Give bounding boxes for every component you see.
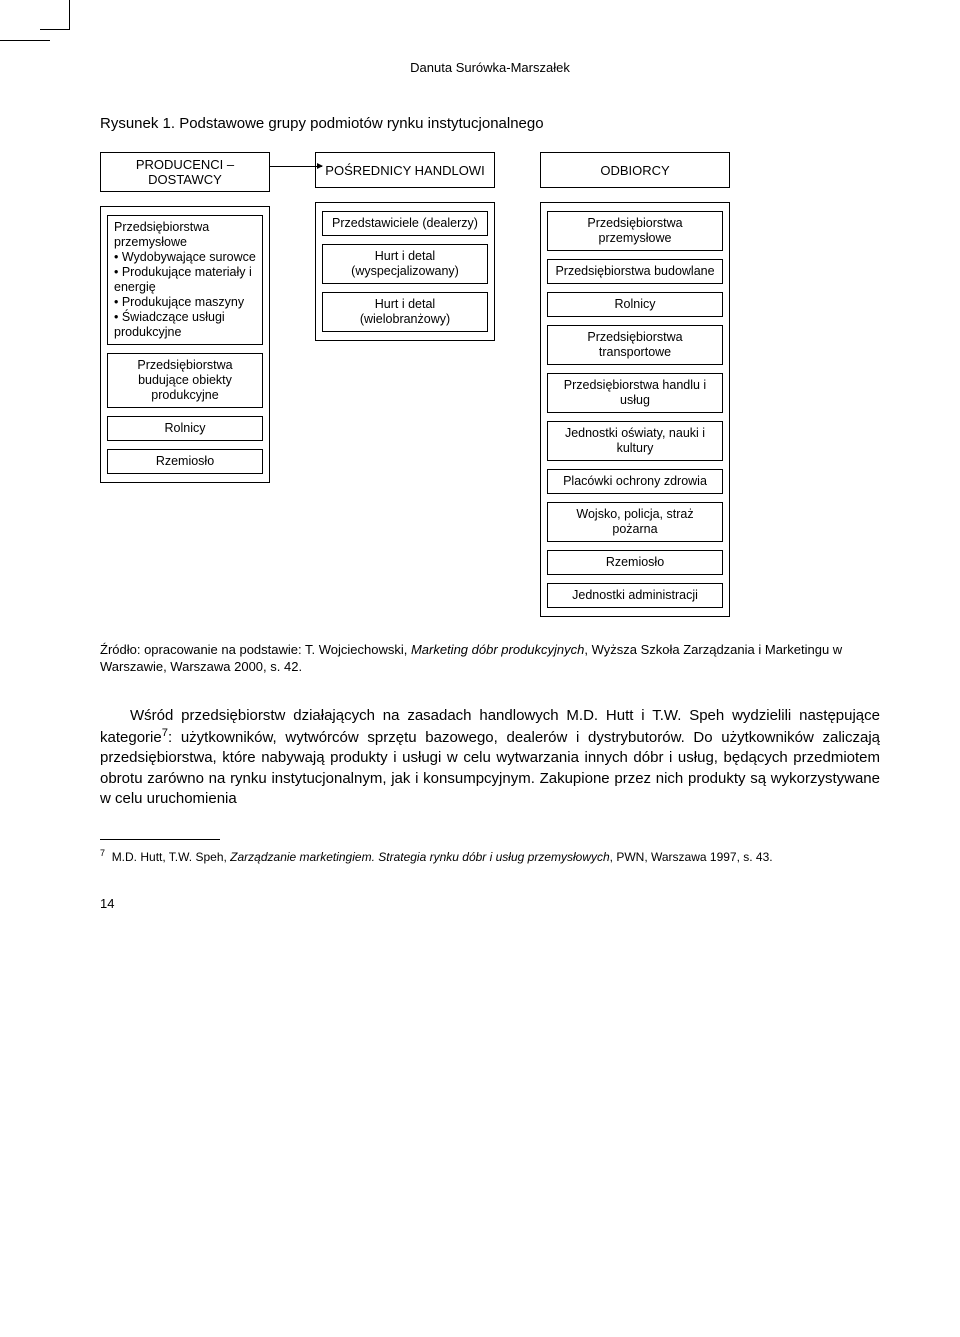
construction-box: Przedsiębiorstwa budujące obiekty produk… bbox=[107, 353, 263, 408]
dealers-box: Przedstawiciele (dealerzy) bbox=[322, 211, 488, 236]
recipient-box: Jednostki administracji bbox=[547, 583, 723, 608]
recipient-box: Rzemiosło bbox=[547, 550, 723, 575]
recipients-column: ODBIORCY Przedsiębiorstwa przemysłowe Pr… bbox=[540, 152, 730, 617]
producers-header: PRODUCENCI – DOSTAWCY bbox=[100, 152, 270, 192]
figure-title: Rysunek 1. Podstawowe grupy podmiotów ry… bbox=[100, 115, 880, 132]
recipient-box: Jednostki oświaty, nauki i kultury bbox=[547, 421, 723, 461]
recipient-box: Rolnicy bbox=[547, 292, 723, 317]
source-italic: Marketing dóbr produkcyjnych bbox=[411, 642, 584, 657]
page-number: 14 bbox=[100, 896, 880, 911]
list-item: • Produkujące maszyny bbox=[114, 295, 256, 310]
footnote-number: 7 bbox=[100, 848, 105, 858]
recipient-box: Przedsiębiorstwa przemysłowe bbox=[547, 211, 723, 251]
industrial-enterprises-box: Przedsiębiorstwa przemysłowe • Wydobywaj… bbox=[107, 215, 263, 345]
farmers-box: Rolnicy bbox=[107, 416, 263, 441]
body-paragraph: Wśród przedsiębiorstw działających na za… bbox=[100, 706, 880, 809]
recipient-box: Wojsko, policja, straż pożarna bbox=[547, 502, 723, 542]
list-item: • Wydobywające surowce bbox=[114, 250, 256, 265]
footnote-italic: Zarządzanie marketingiem. Strategia rynk… bbox=[230, 850, 610, 864]
group1-title: Przedsiębiorstwa przemysłowe bbox=[114, 220, 256, 250]
footnote-suffix: , PWN, Warszawa 1997, s. 43. bbox=[610, 850, 773, 864]
footnote-text: M.D. Hutt, T.W. Speh, bbox=[112, 850, 230, 864]
author-line: Danuta Surówka-Marszałek bbox=[100, 60, 880, 75]
producers-column: PRODUCENCI – DOSTAWCY Przedsiębiorstwa p… bbox=[100, 152, 270, 483]
figure-source: Źródło: opracowanie na podstawie: T. Woj… bbox=[100, 642, 880, 676]
source-prefix: Źródło: opracowanie na podstawie: T. Woj… bbox=[100, 642, 411, 657]
producers-group: Przedsiębiorstwa przemysłowe • Wydobywaj… bbox=[100, 206, 270, 483]
crafts-box: Rzemiosło bbox=[107, 449, 263, 474]
group1-items-list: • Wydobywające surowce • Produkujące mat… bbox=[114, 250, 256, 340]
intermediaries-header: POŚREDNICY HANDLOWI bbox=[315, 152, 495, 188]
recipient-box: Przedsiębiorstwa budowlane bbox=[547, 259, 723, 284]
recipient-box: Przedsiębiorstwa handlu i usług bbox=[547, 373, 723, 413]
para-cont: : użytkowników, wytwórców sprzętu bazowe… bbox=[100, 729, 880, 807]
recipients-group: Przedsiębiorstwa przemysłowe Przedsiębio… bbox=[540, 202, 730, 617]
recipients-header: ODBIORCY bbox=[540, 152, 730, 188]
footnote: 7 M.D. Hutt, T.W. Speh, Zarządzanie mark… bbox=[100, 848, 880, 866]
intermediaries-column: POŚREDNICY HANDLOWI Przedstawiciele (dea… bbox=[315, 152, 495, 341]
recipient-box: Placówki ochrony zdrowia bbox=[547, 469, 723, 494]
recipient-box: Przedsiębiorstwa transportowe bbox=[547, 325, 723, 365]
diagram-container: PRODUCENCI – DOSTAWCY Przedsiębiorstwa p… bbox=[100, 152, 880, 617]
list-item: • Produkujące materiały i energię bbox=[114, 265, 256, 295]
footnote-separator bbox=[100, 839, 220, 840]
list-item: • Świadczące usługi produkcyjne bbox=[114, 310, 256, 340]
intermediaries-group: Przedstawiciele (dealerzy) Hurt i detal … bbox=[315, 202, 495, 341]
specialized-box: Hurt i detal (wyspecjalizowany) bbox=[322, 244, 488, 284]
multibranch-box: Hurt i detal (wielobranżowy) bbox=[322, 292, 488, 332]
